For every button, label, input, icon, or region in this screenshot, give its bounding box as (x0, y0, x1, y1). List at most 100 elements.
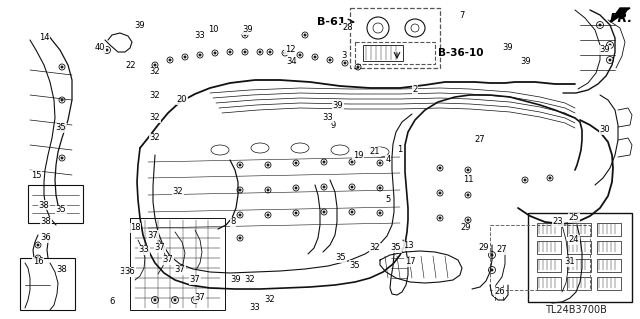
Text: 26: 26 (495, 287, 506, 296)
Text: 7: 7 (460, 11, 465, 19)
Text: 38: 38 (56, 265, 67, 275)
Circle shape (61, 99, 63, 101)
Text: 32: 32 (173, 188, 183, 197)
Text: 35: 35 (56, 123, 67, 132)
Text: 23: 23 (553, 218, 563, 226)
Text: B-61: B-61 (317, 17, 346, 27)
Circle shape (491, 269, 493, 271)
Circle shape (379, 187, 381, 189)
Text: 17: 17 (404, 257, 415, 266)
Circle shape (199, 54, 201, 56)
Text: 35: 35 (390, 243, 401, 253)
Text: 32: 32 (265, 295, 275, 305)
Text: 37: 37 (148, 231, 158, 240)
Text: 38: 38 (40, 218, 51, 226)
Text: 39: 39 (502, 43, 513, 53)
Circle shape (174, 299, 176, 301)
Text: 40: 40 (95, 43, 105, 53)
Text: B-36-10: B-36-10 (438, 48, 483, 58)
Text: 35: 35 (120, 268, 131, 277)
Text: 1: 1 (397, 145, 403, 154)
Circle shape (229, 51, 231, 53)
Text: 37: 37 (175, 265, 186, 275)
Circle shape (314, 56, 316, 58)
Circle shape (295, 187, 297, 189)
Circle shape (329, 59, 332, 61)
Circle shape (259, 51, 261, 53)
Circle shape (379, 212, 381, 214)
Circle shape (599, 24, 601, 26)
Text: 28: 28 (342, 24, 353, 33)
Text: 18: 18 (130, 224, 140, 233)
Circle shape (194, 299, 196, 301)
Text: 27: 27 (497, 246, 508, 255)
Circle shape (351, 211, 353, 213)
Text: 33: 33 (323, 114, 333, 122)
Text: 13: 13 (403, 241, 413, 250)
Bar (537, 241, 561, 254)
Text: 31: 31 (564, 257, 575, 266)
Circle shape (467, 219, 469, 221)
Text: 25: 25 (569, 213, 579, 222)
Circle shape (524, 179, 526, 181)
Circle shape (379, 162, 381, 164)
Text: 37: 37 (155, 243, 165, 253)
Circle shape (439, 192, 441, 194)
Circle shape (284, 52, 286, 54)
Bar (355, 42, 435, 64)
Circle shape (269, 51, 271, 53)
Bar (597, 277, 621, 290)
Text: 20: 20 (177, 95, 188, 105)
Circle shape (467, 169, 469, 171)
Text: 15: 15 (31, 170, 41, 180)
Text: 10: 10 (208, 26, 218, 34)
Circle shape (357, 66, 359, 68)
Circle shape (239, 214, 241, 216)
Text: 35: 35 (336, 254, 346, 263)
Circle shape (323, 186, 325, 188)
Circle shape (295, 212, 297, 214)
Circle shape (244, 51, 246, 53)
Bar (537, 223, 561, 236)
Text: 27: 27 (475, 136, 485, 145)
Text: 37: 37 (163, 256, 173, 264)
Text: 34: 34 (287, 57, 298, 66)
Text: 19: 19 (353, 151, 364, 160)
Text: 12: 12 (285, 46, 295, 55)
Text: 6: 6 (109, 298, 115, 307)
Text: 29: 29 (479, 243, 489, 253)
Text: 37: 37 (195, 293, 205, 302)
Text: 33: 33 (195, 32, 205, 41)
Text: 11: 11 (463, 175, 473, 184)
Circle shape (244, 34, 246, 36)
Circle shape (267, 164, 269, 166)
Bar (567, 241, 591, 254)
Circle shape (467, 194, 469, 196)
Text: 39: 39 (521, 57, 531, 66)
Bar (597, 259, 621, 272)
Text: 22: 22 (125, 61, 136, 70)
Text: 32: 32 (150, 91, 160, 100)
Text: 39: 39 (230, 276, 241, 285)
Text: 16: 16 (33, 257, 44, 266)
Text: 30: 30 (600, 125, 611, 135)
Circle shape (267, 214, 269, 216)
Circle shape (267, 189, 269, 191)
Circle shape (154, 299, 156, 301)
Text: 33: 33 (250, 303, 260, 313)
Text: TL24B3700B: TL24B3700B (545, 305, 607, 315)
Text: 14: 14 (39, 33, 49, 41)
Bar (567, 277, 591, 290)
Circle shape (239, 164, 241, 166)
Circle shape (439, 217, 441, 219)
Circle shape (169, 59, 172, 61)
Circle shape (239, 237, 241, 239)
Circle shape (61, 66, 63, 68)
Bar (537, 259, 561, 272)
Text: FR.: FR. (610, 12, 633, 25)
Bar (537, 277, 561, 290)
Text: 39: 39 (134, 20, 145, 29)
Bar (490, 225, 590, 290)
Circle shape (323, 211, 325, 213)
Circle shape (439, 167, 441, 169)
